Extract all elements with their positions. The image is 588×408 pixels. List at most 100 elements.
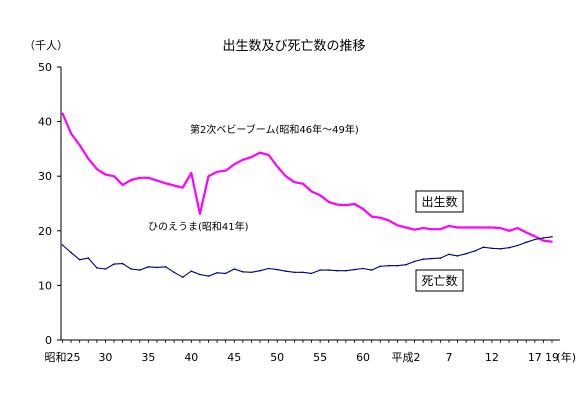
legend-births-box	[415, 190, 464, 213]
data-point	[379, 265, 382, 268]
annotation-baby-boom: 第2次ベビーブーム(昭和46年～49年)	[190, 123, 359, 136]
data-point	[370, 269, 373, 271]
data-point	[491, 247, 493, 250]
data-point	[336, 203, 339, 206]
data-point	[413, 228, 416, 231]
series-line-deaths	[62, 236, 553, 278]
data-point	[181, 276, 184, 279]
data-point	[310, 190, 313, 193]
y-axis-ticks: 0 10 20 30 40 50	[38, 61, 61, 347]
legend-births: 出生数	[415, 190, 464, 213]
data-point	[431, 257, 433, 260]
data-point	[353, 268, 356, 271]
data-point	[61, 244, 64, 246]
data-point	[207, 175, 210, 177]
data-point	[499, 227, 502, 229]
data-point	[147, 266, 150, 268]
x-tick-label: 30	[98, 351, 112, 364]
data-point	[173, 184, 175, 187]
data-point	[448, 253, 450, 256]
data-point	[276, 165, 279, 168]
data-point	[551, 236, 553, 238]
data-point	[78, 144, 81, 146]
data-point	[199, 273, 201, 276]
x-axis-ticks: 昭和25 30 35 40 45 50 55 60 平成2 7 12 17 19(年)	[45, 340, 576, 364]
data-point	[388, 219, 390, 222]
data-point	[199, 213, 201, 215]
data-point	[267, 267, 270, 270]
data-point	[285, 270, 287, 273]
x-tick-label: 19	[545, 351, 559, 364]
data-point	[156, 266, 158, 269]
data-point	[439, 228, 442, 230]
data-point	[345, 269, 347, 272]
data-point	[327, 269, 330, 271]
data-point	[242, 159, 244, 161]
y-axis-label: （千人）	[24, 39, 68, 52]
data-point	[70, 132, 72, 135]
data-point	[164, 266, 167, 268]
data-point	[164, 182, 167, 185]
data-point	[96, 168, 98, 170]
data-point	[431, 228, 433, 230]
data-point	[190, 270, 193, 273]
legend-deaths: 死亡数	[415, 269, 464, 292]
data-point	[542, 237, 545, 239]
data-point	[242, 271, 244, 273]
data-point	[233, 268, 236, 270]
y-tick-label: 30	[38, 170, 52, 183]
data-point	[224, 169, 227, 172]
data-point	[516, 244, 519, 247]
data-point	[551, 240, 553, 243]
data-point	[525, 241, 527, 244]
data-point	[465, 226, 467, 229]
data-point	[156, 179, 158, 182]
data-point	[473, 226, 476, 229]
data-point	[87, 257, 90, 259]
data-point	[362, 208, 364, 210]
y-tick-label: 50	[38, 61, 52, 74]
x-tick-label: 50	[270, 351, 284, 364]
data-point	[542, 239, 545, 242]
data-point	[345, 204, 347, 206]
data-point	[413, 260, 416, 263]
x-tick-label: 45	[227, 351, 241, 364]
data-point	[250, 271, 253, 274]
data-point	[181, 186, 184, 189]
x-unit-label: (年)	[556, 350, 576, 364]
data-point	[310, 272, 313, 275]
data-point	[370, 215, 373, 218]
x-tick-label: 7	[445, 351, 452, 364]
data-point	[121, 184, 124, 186]
data-point	[130, 179, 132, 181]
data-point	[405, 263, 407, 266]
data-point	[319, 269, 321, 271]
y-tick-label: 0	[45, 334, 52, 347]
legend-deaths-box	[415, 269, 464, 292]
data-point	[516, 227, 519, 229]
legend-deaths-label: 死亡数	[421, 273, 457, 288]
x-tick-label: 35	[141, 351, 155, 364]
data-point	[207, 275, 210, 277]
data-point	[216, 272, 218, 274]
data-point	[396, 264, 399, 267]
chart-title: 出生数及び死亡数の推移	[222, 39, 365, 54]
data-point	[448, 225, 450, 227]
data-point	[87, 157, 90, 160]
data-point	[224, 272, 227, 275]
data-point	[336, 269, 339, 272]
x-tick-label: 60	[356, 351, 370, 364]
data-point	[499, 248, 502, 250]
data-point	[362, 267, 364, 270]
x-tick-label: 40	[184, 351, 198, 364]
x-tick-label: 55	[313, 351, 327, 364]
series-points-births	[61, 112, 553, 243]
data-point	[473, 250, 476, 252]
series-layer	[61, 112, 553, 279]
data-point	[250, 156, 253, 158]
data-point	[319, 194, 321, 197]
data-point	[104, 268, 107, 270]
data-point	[267, 154, 270, 156]
data-point	[173, 271, 175, 274]
annotation-hinoeuma: ひのえうま(昭和41年)	[148, 220, 249, 233]
